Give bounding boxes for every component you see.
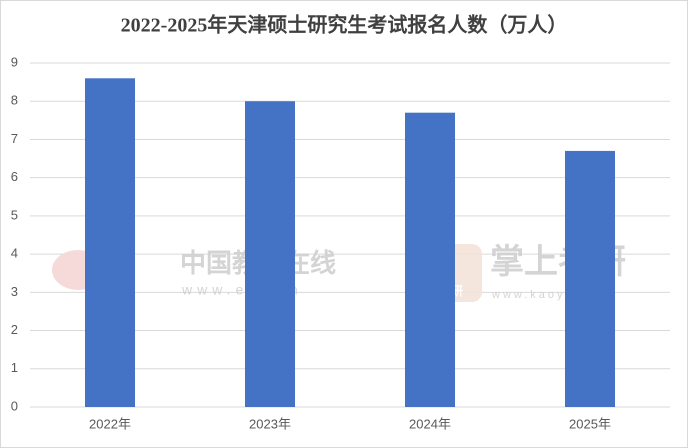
x-tick-label: 2022年	[89, 416, 131, 431]
x-tick-label: 2025年	[569, 416, 611, 431]
y-tick-label: 6	[11, 169, 18, 184]
bar	[405, 112, 455, 407]
y-tick-label: 0	[11, 398, 18, 413]
chart-title: 2022-2025年天津硕士研究生考试报名人数（万人）	[121, 13, 568, 37]
y-tick-label: 3	[11, 284, 18, 299]
y-tick-label: 9	[11, 54, 18, 69]
y-tick-label: 8	[11, 93, 18, 108]
bar	[245, 101, 295, 407]
y-tick-label: 1	[11, 360, 18, 375]
bar	[85, 78, 135, 408]
y-tick-label: 7	[11, 131, 18, 146]
x-tick-label: 2023年	[249, 416, 291, 431]
y-tick-label: 5	[11, 207, 18, 222]
x-tick-label: 2024年	[409, 416, 451, 431]
y-tick-label: 2	[11, 322, 18, 337]
y-tick-label: 4	[11, 246, 18, 261]
bar	[565, 150, 615, 407]
